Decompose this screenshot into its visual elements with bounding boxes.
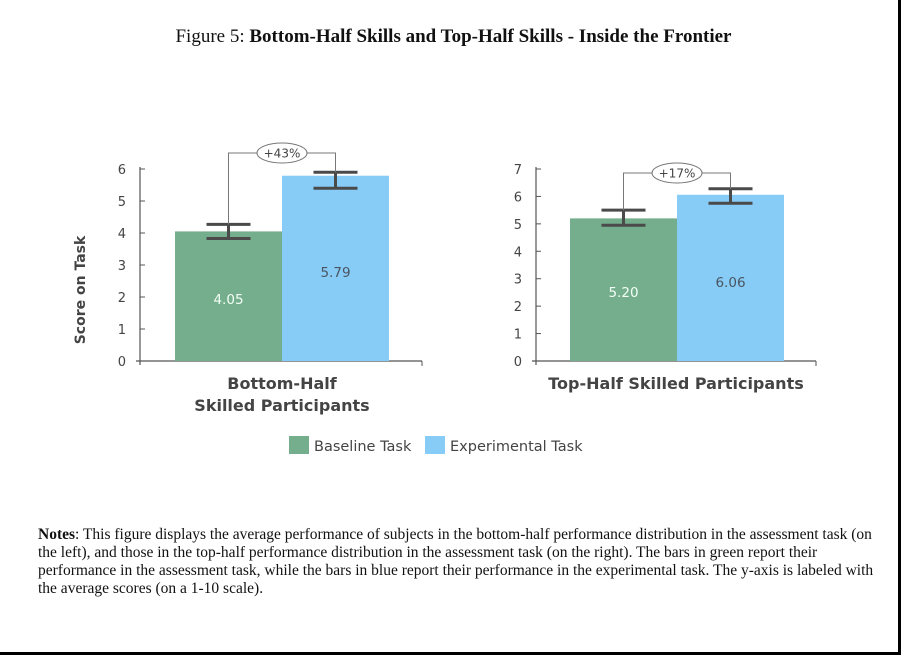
y-tick-label: 1	[118, 323, 126, 338]
y-tick-label: 3	[514, 273, 522, 288]
annotation-bubble	[256, 142, 308, 164]
bar-charts: 0 1 2 3 4 5 6 4.05 5.79 +43% Bottom-Half Skilled Pa…	[73, 142, 817, 455]
chart-panel-2: 0 1 2 3 4 5 6 7 5.20 6.06 +17% Top-Half Skilled Par…	[514, 162, 817, 393]
annotation-label: +43%	[264, 147, 301, 161]
bar-value-label: 6.06	[715, 275, 745, 291]
bar-value-label: 5.20	[608, 285, 638, 301]
y-tick-label: 2	[514, 300, 522, 315]
bar-baseline	[570, 218, 677, 361]
legend-label-experimental: Experimental Task	[450, 439, 583, 455]
y-tick-label: 1	[514, 328, 522, 343]
legend-label-baseline: Baseline Task	[314, 439, 412, 455]
y-tick-label: 5	[118, 195, 126, 210]
y-tick-label: 7	[514, 163, 522, 178]
notes-text: : This figure displays the average perfo…	[38, 526, 874, 597]
figure-title: Figure 5: Bottom-Half Skills and Top-Hal…	[0, 26, 907, 48]
annotation-label: +17%	[659, 167, 696, 181]
figure-notes: Notes: This figure displays the average …	[38, 526, 878, 598]
chart-panel-1: 0 1 2 3 4 5 6 4.05 5.79 +43% Bottom-Half Skilled Pa…	[73, 142, 423, 415]
notes-label: Notes	[38, 526, 76, 543]
bar-value-label: 4.05	[213, 292, 243, 308]
category-label: Top-Half Skilled Participants	[548, 374, 803, 393]
figure-number: Figure 5:	[175, 26, 245, 47]
y-tick-label: 4	[514, 245, 522, 260]
y-tick-label: 6	[514, 190, 522, 205]
legend: Baseline Task Experimental Task	[289, 436, 583, 455]
y-axis-label: Score on Task	[73, 235, 89, 344]
y-tick-label: 4	[118, 227, 126, 242]
bar-baseline	[175, 231, 282, 361]
annotation-bubble	[651, 162, 703, 184]
bar-experimental	[677, 194, 784, 361]
category-label: Skilled Participants	[194, 396, 369, 415]
bar-experimental	[282, 175, 389, 361]
y-tick-label: 0	[514, 355, 522, 370]
figure-title-text: Bottom-Half Skills and Top-Half Skills -…	[249, 26, 732, 47]
y-tick-label: 6	[118, 163, 126, 178]
legend-swatch-baseline	[289, 436, 309, 454]
y-tick-label: 2	[118, 291, 126, 306]
y-tick-label: 0	[118, 355, 126, 370]
category-label: Bottom-Half	[227, 374, 337, 393]
y-tick-label: 5	[514, 218, 522, 233]
y-tick-label: 3	[118, 259, 126, 274]
bar-value-label: 5.79	[320, 265, 350, 281]
legend-swatch-experimental	[425, 436, 445, 454]
